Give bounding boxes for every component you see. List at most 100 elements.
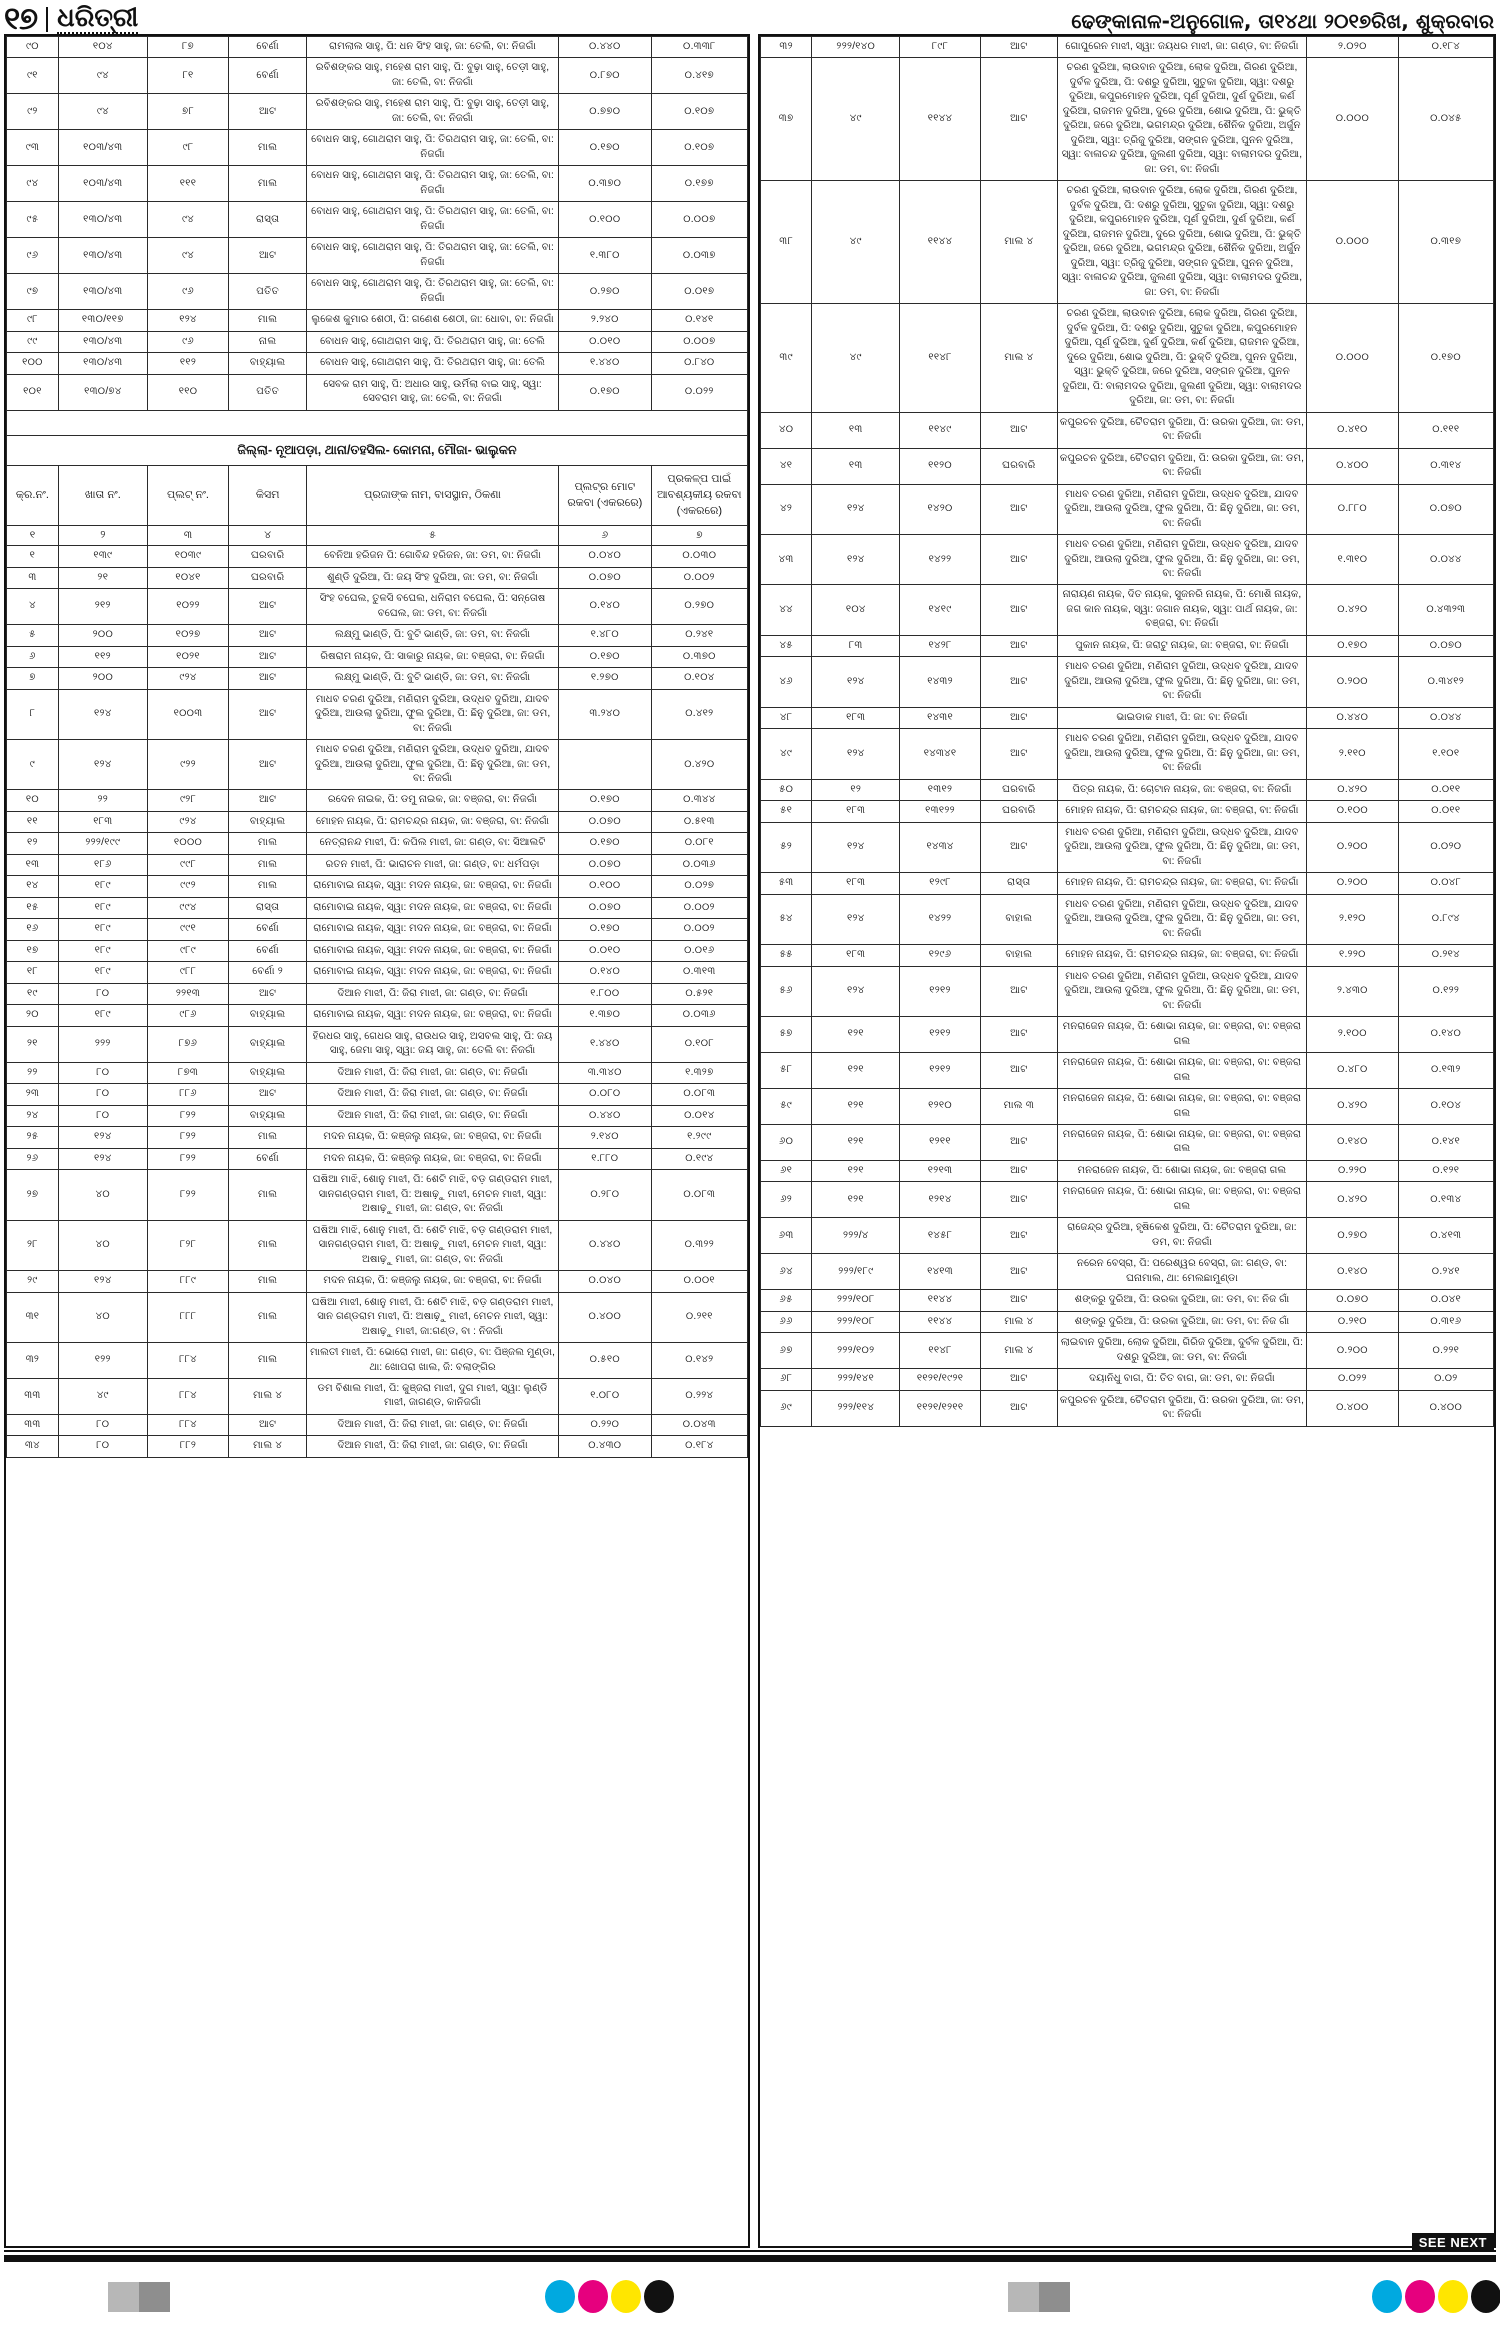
cell-owner-details: ବୋଧନ ସାହୁ, ଗୋଥରାମ ସାହୁ, ପି: ତିରଥରାମ ସାହୁ…: [306, 237, 559, 275]
cell-owner-details: ବେନିଆ ହରିଜନ ପି: ଗୋବିନ୍ଦ ହରିଜନ, ଜା: ଡମ, ବ…: [306, 545, 559, 568]
cell-plot-number: ୧୨୪: [146, 309, 230, 332]
cell-total-area: ୦.୮୮୦: [1306, 483, 1399, 536]
cell-required-area: ୦.୦୦୨: [650, 918, 748, 941]
cell-total-area: ୦.୧୭୦: [558, 129, 652, 167]
table-row: ୯୯ ୧୩୦/୪୩ ୯୬ ନାଲ ବୋଧନ ସାହୁ, ଗୋଥରାମ ସାହୁ, ପି:…: [6, 330, 748, 354]
cell-kisam: ଆଟ: [228, 789, 308, 812]
magenta-dot: [1405, 2280, 1435, 2313]
cell-plot-number: ୧୨୧୦: [899, 1088, 981, 1125]
cell-total-area: ୦.୪୪୦: [558, 1219, 652, 1272]
cell-owner-details: କପୁରଚନ ଦୁରିଆ, ଚୈତରାମ ଦୁରିଆ, ପି: ଉରକା ଦୁର…: [1056, 1389, 1308, 1427]
cell-total-area: ୧.୪୪୦: [558, 1025, 652, 1063]
right-table-column: ୩୨ ୨୨୨/୧୪୦ ୮୯୮ ଆଟ ଗୋପୁରେନ ମାଝୀ, ସ୍ୱା: ଜୟଧର ମ…: [757, 34, 1496, 2248]
cell-required-area: ୦.୩୪୧୨: [1397, 656, 1494, 708]
cell-owner-details: ରାମୋବାଇ ନାୟକ, ସ୍ୱା: ମଦନ ନାୟକ, ଜା: ବଞ୍ଜରା…: [306, 939, 559, 963]
cell-khata-number: ୨୨୨/୧୪୧: [811, 1368, 901, 1391]
cell-owner-details: ମାଧବ ଚରଣ ଦୁରିଆ, ମଣିରାମ ଦୁରିଆ, ଉଦ୍ଧବ ଦୁରି…: [306, 739, 559, 791]
cell-plot-number: ୧୪୩୧: [899, 706, 981, 730]
cell-total-area: ୨.୨୪୦: [558, 309, 652, 332]
cell-total-area: ୧.୪୪୦: [558, 352, 652, 375]
cell-owner-details: ମାଧବ ଚରଣ ଦୁରିଆ, ମଣିରାମ ଦୁରିଆ, ଉଦ୍ଧବ ଦୁରି…: [1056, 534, 1308, 586]
cell-required-area: ୦.୧୮୪: [650, 1435, 748, 1458]
table-row: ୬୦ ୧୨୧ ୧୨୧୧ ଆଟ ମନରାଜେନ ନାୟକ, ପି: ଶୋଭା ନାୟକ, …: [759, 1124, 1494, 1161]
table-row: ୩୮ ୪୯ ୧୧୪୪ ମାଲ ୪ ଚରଣ ଦୁରିଆ, ଲାଉବାନ ଦୁରିଆ, ଲୋ…: [759, 180, 1494, 305]
cell-serial-number: ୩୨: [6, 1342, 59, 1379]
cell-khata-number: ୧୩: [811, 447, 901, 485]
cell-owner-details: ଲୁକେଶ କୁମାର ଶେଠୀ, ପି: ଗଣେଶ ଶେଠୀ, ଜା: ଧୋବ…: [306, 309, 559, 332]
header-total-area: ପ୍ଲଟ୍‌ର ମୋଟ ରକବା (ଏକରରେ): [558, 465, 652, 527]
cell-kisam: ବାହ୍ୟାଲ: [228, 1061, 308, 1085]
cell-serial-number: ୪୯: [759, 728, 813, 780]
cell-plot-number: ୧୧୨୧/୧୨୧୧: [899, 1389, 981, 1427]
cell-total-area: ୦.୨୦୦: [1306, 821, 1399, 874]
cell-owner-details: ରତନ ମାଝୀ, ପି: ଭାରାଚନ ମାଝୀ, ଜା: ଗଣ୍ଡ, ବା:…: [306, 853, 559, 877]
cell-serial-number: ୫୩: [759, 872, 813, 895]
cell-plot-number: ୧୧୪୯: [899, 411, 981, 449]
cmyk-registration-mark: [545, 2280, 674, 2313]
cell-owner-details: ମନରାଜେନ ନାୟକ, ପି: ଶୋଭା ନାୟକ, ଜା: ବଞ୍ଜରା …: [1056, 1159, 1308, 1183]
cell-owner-details: ମୋହନ ନାୟକ, ପି: ରାମଚନ୍ଦ୍ର ନାୟକ, ଜା: ବଞ୍ଜର…: [1056, 800, 1308, 823]
cell-required-area: ୦.୩୧୬: [1397, 1310, 1494, 1334]
cell-total-area: ୨.୧୦୦: [1306, 1016, 1399, 1054]
cell-serial-number: ୩୩: [6, 1378, 59, 1415]
cell-required-area: ୦.୨୪୧: [1397, 1253, 1494, 1291]
cell-owner-details: ଘଷିଆ ମାଝି, ଶୋନୁ ମାଝୀ, ପି: ଶେଟି ମାଝି, ବଡ଼…: [306, 1169, 559, 1221]
cell-serial-number: ୯୮: [6, 309, 59, 332]
cell-required-area: ୦.୦୦୨: [650, 896, 748, 920]
cell-required-area: ୧.୧୦୧: [1397, 728, 1494, 780]
cell-kisam: ଆଟ: [228, 1083, 308, 1106]
cell-total-area: ୦.୧୦୦: [558, 201, 652, 239]
cell-khata-number: ୮୦: [57, 1061, 148, 1085]
cell-khata-number: ୪୯: [811, 57, 901, 182]
cell-total-area: ୦.୨୨୦: [558, 1413, 652, 1437]
cell-required-area: ୧.୩୨୭: [650, 1061, 748, 1085]
yellow-dot: [1438, 2280, 1468, 2313]
cell-total-area: ୦.୧୪୦: [1306, 1124, 1399, 1161]
cell-plot-number: ୧୪୩୨: [899, 656, 981, 708]
cell-total-area: ୦.୦୭୦: [1306, 1289, 1399, 1312]
cell-plot-number: ୧୧୪୪: [899, 180, 981, 305]
table-row: ୩୯ ୪୯ ୧୧୪୮ ମାଲ ୪ ଚରଣ ଦୁରିଆ, ଲାଉବାନ ଦୁରିଆ, ଲୋ…: [759, 303, 1494, 413]
cell-khata-number: ୧୩୯: [57, 545, 148, 568]
cell-total-area: ୦.୦୪୦: [558, 545, 652, 568]
cell-khata-number: ୧୩୦/୧୧୭: [57, 309, 148, 332]
cell-owner-details: ଶୁଣ୍ଡି ଦୁରିଆ, ପି: ଜୟ ସିଂହ ଦୁରିଆ, ଜା: ଡମ,…: [306, 566, 559, 590]
cell-plot-number: ୧୧୨: [146, 352, 230, 375]
cell-kisam: ମାଲ: [228, 832, 308, 855]
cell-kisam: ମାଲ: [228, 309, 308, 332]
cell-serial-number: ୨୦: [6, 1004, 59, 1027]
table-row: ୩୨ ୧୨୨ ୮୮୪ ମାଲ ମାଲତୀ ମାଝୀ, ପି: ଭୋରୋ ମାଝୀ, ଜା…: [6, 1342, 748, 1379]
cell-owner-details: ସେବକ ରାମ ସାହୁ, ପି: ଅଧାର ସାହୁ, ଉର୍ମିଲା ବା…: [306, 373, 559, 411]
table-row: ୧୨ ୨୨୨/୧୯୯ ୧୦୦୦ ମାଲ ନେତ୍ରାନନ୍ଦ ମାଝୀ, ପି: କପି…: [6, 832, 748, 855]
cell-required-area: ୦.୦୧୧: [1397, 800, 1494, 823]
cell-khata-number: ୧୮୯: [57, 918, 148, 941]
cell-kisam: ଆଟ: [979, 534, 1058, 586]
cell-kisam: ଆଟ: [979, 1159, 1058, 1183]
cell-plot-number: ୧୪୨୨: [899, 534, 981, 586]
table-row: ୬୨ ୧୨୧ ୧୨୧୪ ଆଟ ମନରାଜେନ ନାୟକ, ପି: ଶୋଭା ନାୟକ, …: [759, 1181, 1494, 1219]
grey-registration-mark: [1008, 2282, 1070, 2312]
cell-serial-number: ୫୮: [759, 1052, 813, 1090]
table-header-row: କ୍ର.ନଂ. ଖାତା ନଂ. ପ୍ଲଟ୍ ନଂ. କିସମ ପ୍ରଜାଙ୍କ ନାମ…: [6, 465, 748, 527]
cell-serial-number: ୩୮: [759, 180, 813, 305]
cell-kisam: ଘରବାରି: [228, 566, 308, 590]
cell-required-area: ୦.୦୧୬: [650, 939, 748, 963]
cell-required-area: ୦.୧୦୭: [650, 129, 748, 167]
table-row: ୯୩ ୧୦୩/୪୩ ୯୮ ମାଲ ବୋଧନ ସାହୁ, ଗୋଥରାମ ସାହୁ, ପି:…: [6, 129, 748, 167]
cell-total-area: ୦.୨୮୦: [558, 1169, 652, 1221]
cell-serial-number: ୫୪: [759, 893, 813, 946]
cell-total-area: ୦.୧୦୦: [558, 875, 652, 898]
cell-serial-number: ୨୪: [6, 1104, 59, 1128]
section-title: ଜିଲ୍ଲା- ନୂଆପଡ଼ା, ଥାନା/ତହସିଲ- କୋମନା, ମୌଜା…: [6, 434, 748, 467]
cell-khata-number: ୧୨୧: [811, 1159, 901, 1183]
cell-plot-number: ୧୪୩୪୧: [899, 728, 981, 780]
cell-total-area: ୦.୪୪୦: [1306, 706, 1399, 730]
cell-khata-number: ୧୨୨: [57, 1342, 148, 1379]
cell-serial-number: ୪୪: [759, 584, 813, 636]
cell-plot-number: ୧୨୧୪: [899, 1181, 981, 1219]
cell-owner-details: ରାମୋବାଇ ନାୟକ, ସ୍ୱା: ମଦନ ନାୟକ, ଜା: ବଞ୍ଜରା…: [306, 918, 559, 941]
cell-plot-number: ୮୮୨: [146, 1435, 230, 1458]
cell-khata-number: ୧୨୪: [811, 965, 901, 1018]
yellow-dot: [611, 2280, 641, 2313]
cell-plot-number: ୮୯୮: [899, 36, 981, 59]
